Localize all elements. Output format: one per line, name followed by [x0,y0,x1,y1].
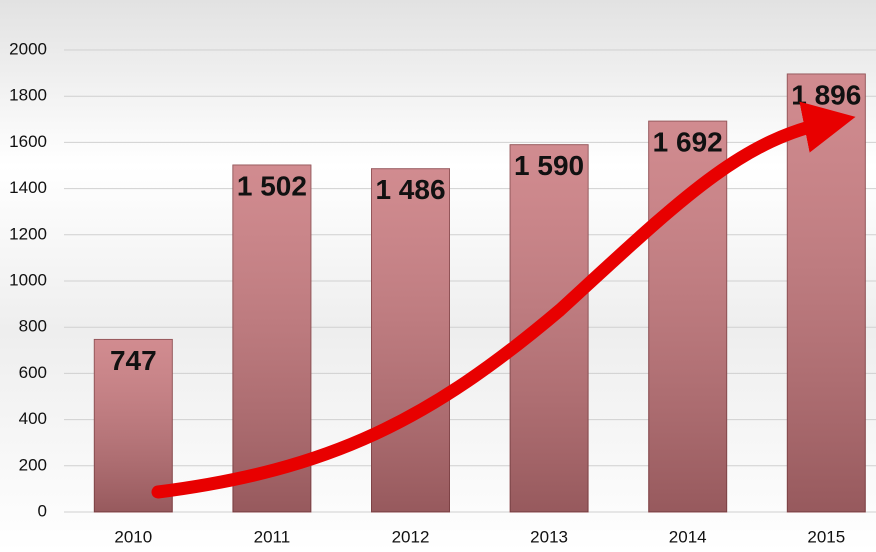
y-tick-label: 400 [19,409,47,428]
value-label: 1 486 [375,174,445,205]
value-label: 1 896 [791,79,861,110]
x-tick-label: 2010 [114,527,152,546]
value-label: 1 590 [514,150,584,181]
y-tick-label: 0 [38,501,47,520]
x-tick-label: 2013 [530,527,568,546]
y-tick-label: 2000 [9,39,47,58]
bar-shade [510,144,589,512]
bar-shade [648,121,727,512]
value-label: 747 [110,345,157,376]
y-tick-label: 200 [19,455,47,474]
bar-shade [787,74,866,513]
trend-arrow [151,101,856,499]
y-tick-label: 1200 [9,224,47,243]
y-tick-label: 800 [19,317,47,336]
y-tick-label: 1000 [9,270,47,289]
x-tick-label: 2014 [669,527,707,546]
value-label: 1 692 [653,127,723,158]
bar-shade [94,339,173,512]
value-label: 1 502 [237,170,307,201]
x-tick-label: 2011 [254,527,291,546]
y-tick-label: 1600 [9,132,47,151]
x-tick-label: 2012 [392,527,430,546]
bar-shade [371,168,450,512]
y-tick-label: 1800 [9,86,47,105]
y-tick-label: 600 [19,363,47,382]
x-tick-label: 2015 [807,527,845,546]
bar-shade [232,165,311,512]
y-tick-label: 1400 [9,178,47,197]
